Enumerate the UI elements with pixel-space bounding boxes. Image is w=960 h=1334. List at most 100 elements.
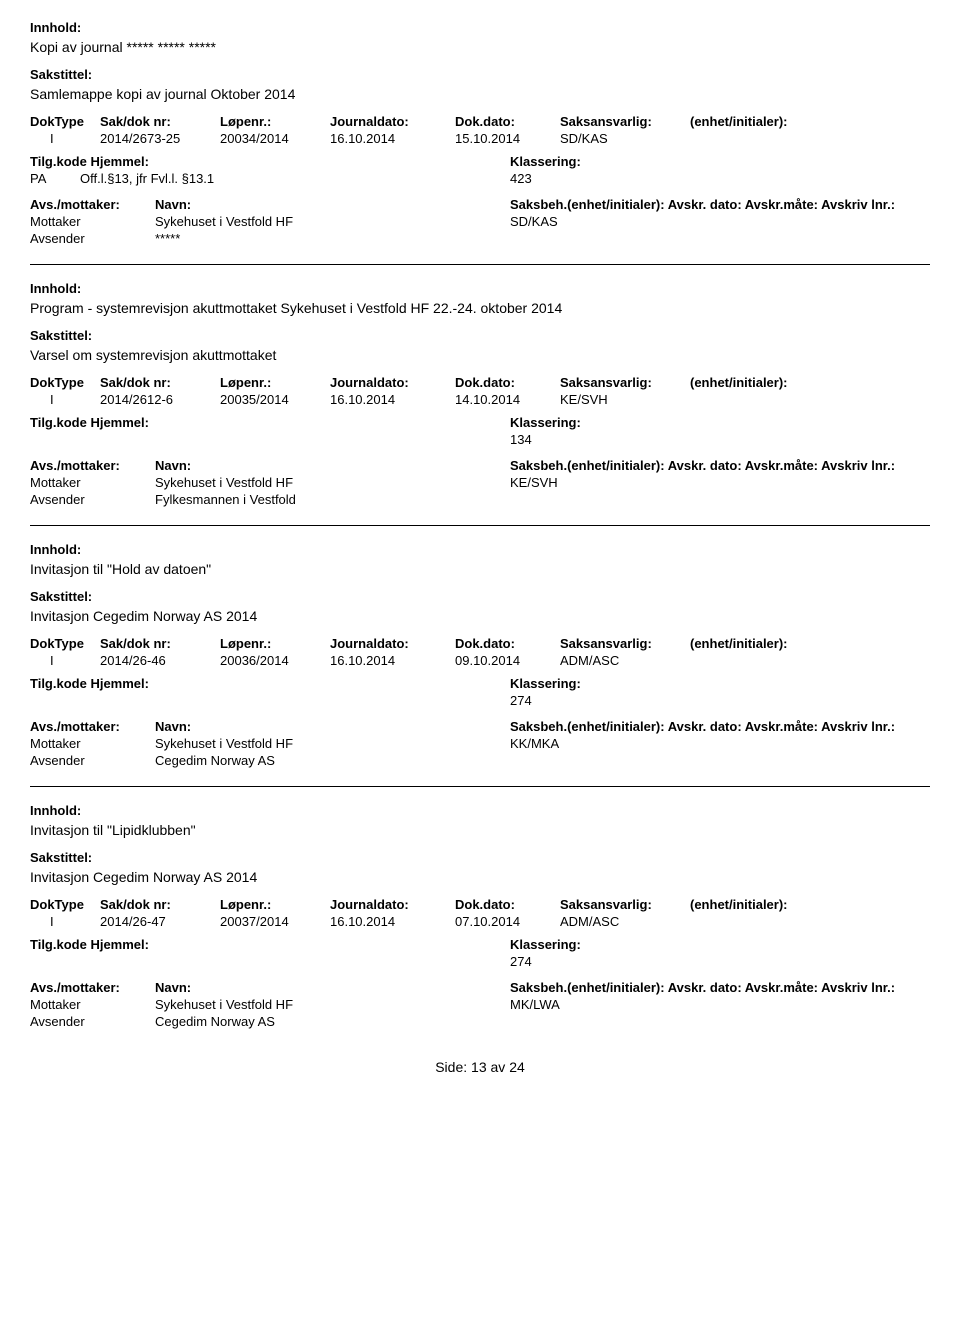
hdr-jdato: Journaldato: — [330, 636, 455, 651]
innhold-value: Invitasjon til "Hold av datoen" — [30, 561, 930, 577]
hdr-doktype: DokType — [30, 897, 100, 912]
meta-data-row: I 2014/2673-25 20034/2014 16.10.2014 15.… — [30, 131, 930, 146]
innhold-value: Invitasjon til "Lipidklubben" — [30, 822, 930, 838]
val-jdato: 16.10.2014 — [330, 653, 455, 668]
hdr-sakdok: Sak/dok nr: — [100, 897, 220, 912]
val-lopenr: 20036/2014 — [220, 653, 330, 668]
val-tilgkode — [30, 432, 80, 448]
avsender-row: Avsender Cegedim Norway AS — [30, 1014, 930, 1029]
tilg-header-row: Tilg.kode Hjemmel: Klassering: — [30, 937, 930, 952]
sakstittel-value: Invitasjon Cegedim Norway AS 2014 — [30, 608, 930, 624]
hdr-lopenr: Løpenr.: — [220, 636, 330, 651]
sakstittel-label: Sakstittel: — [30, 850, 930, 865]
meta-data-row: I 2014/26-47 20037/2014 16.10.2014 07.10… — [30, 914, 930, 929]
mottaker-role: Mottaker — [30, 997, 155, 1012]
sakstittel-label: Sakstittel: — [30, 589, 930, 604]
val-saks: ADM/ASC — [560, 914, 690, 929]
mottaker-role: Mottaker — [30, 214, 155, 229]
hjemmel-label: Hjemmel: — [90, 415, 149, 430]
val-tilgkode: PA — [30, 171, 80, 187]
val-enhet — [690, 131, 930, 146]
hdr-ddato: Dok.dato: — [455, 897, 560, 912]
avsender-row: Avsender Cegedim Norway AS — [30, 753, 930, 768]
val-ddato: 07.10.2014 — [455, 914, 560, 929]
mottaker-navn: Sykehuset i Vestfold HF — [155, 997, 510, 1012]
val-hjemmel — [80, 693, 510, 709]
hdr-jdato: Journaldato: — [330, 114, 455, 129]
mottaker-role: Mottaker — [30, 736, 155, 751]
avsmottaker-label: Avs./mottaker: — [30, 719, 155, 734]
tilgkode-label: Tilg.kode — [30, 676, 87, 691]
hdr-saks: Saksansvarlig: — [560, 114, 690, 129]
val-lopenr: 20035/2014 — [220, 392, 330, 407]
klassering-label: Klassering: — [510, 676, 581, 691]
meta-data-row: I 2014/2612-6 20035/2014 16.10.2014 14.1… — [30, 392, 930, 407]
hdr-saks: Saksansvarlig: — [560, 636, 690, 651]
val-klassering: 274 — [510, 954, 532, 970]
val-enhet — [690, 653, 930, 668]
navn-label: Navn: — [155, 458, 510, 473]
meta-data-row: I 2014/26-46 20036/2014 16.10.2014 09.10… — [30, 653, 930, 668]
meta-header-row: DokType Sak/dok nr: Løpenr.: Journaldato… — [30, 375, 930, 390]
journal-record: Innhold: Invitasjon til "Lipidklubben" S… — [30, 803, 930, 1029]
sakstittel-value: Samlemappe kopi av journal Oktober 2014 — [30, 86, 930, 102]
sakstittel-label: Sakstittel: — [30, 67, 930, 82]
hdr-sakdok: Sak/dok nr: — [100, 375, 220, 390]
page-current: 13 — [471, 1059, 487, 1075]
avsender-navn: Fylkesmannen i Vestfold — [155, 492, 510, 507]
hdr-sakdok: Sak/dok nr: — [100, 114, 220, 129]
hjemmel-label: Hjemmel: — [90, 937, 149, 952]
val-doktype: I — [30, 131, 100, 146]
hdr-lopenr: Løpenr.: — [220, 114, 330, 129]
val-doktype: I — [30, 914, 100, 929]
avs-header-row: Avs./mottaker: Navn: Saksbeh.(enhet/init… — [30, 719, 930, 734]
hdr-ddato: Dok.dato: — [455, 636, 560, 651]
meta-header-row: DokType Sak/dok nr: Løpenr.: Journaldato… — [30, 114, 930, 129]
tilg-data-row: 274 — [30, 693, 930, 709]
tilg-header-row: Tilg.kode Hjemmel: Klassering: — [30, 154, 930, 169]
hdr-doktype: DokType — [30, 114, 100, 129]
val-ddato: 15.10.2014 — [455, 131, 560, 146]
saksbeh-rest-label: Saksbeh.(enhet/initialer): Avskr. dato: … — [510, 458, 930, 473]
val-tilgkode — [30, 693, 80, 709]
innhold-label: Innhold: — [30, 542, 930, 557]
tilg-data-row: PA Off.l.§13, jfr Fvl.l. §13.1 423 — [30, 171, 930, 187]
sakstittel-value: Varsel om systemrevisjon akuttmottaket — [30, 347, 930, 363]
mottaker-saksb: KK/MKA — [510, 736, 559, 751]
hdr-lopenr: Løpenr.: — [220, 897, 330, 912]
hdr-doktype: DokType — [30, 636, 100, 651]
navn-label: Navn: — [155, 197, 510, 212]
val-hjemmel — [80, 954, 510, 970]
val-enhet — [690, 392, 930, 407]
journal-record: Innhold: Program - systemrevisjon akuttm… — [30, 281, 930, 507]
journal-record: Innhold: Invitasjon til "Hold av datoen"… — [30, 542, 930, 768]
val-saks: SD/KAS — [560, 131, 690, 146]
page-total: 24 — [509, 1059, 525, 1075]
record-separator — [30, 264, 930, 265]
val-sakdok: 2014/26-47 — [100, 914, 220, 929]
val-doktype: I — [30, 392, 100, 407]
tilgkode-label: Tilg.kode — [30, 154, 87, 169]
val-saks: KE/SVH — [560, 392, 690, 407]
val-ddato: 09.10.2014 — [455, 653, 560, 668]
avs-header-row: Avs./mottaker: Navn: Saksbeh.(enhet/init… — [30, 458, 930, 473]
avsender-role: Avsender — [30, 231, 155, 246]
tilg-header-row: Tilg.kode Hjemmel: Klassering: — [30, 415, 930, 430]
avsmottaker-label: Avs./mottaker: — [30, 980, 155, 995]
avsmottaker-label: Avs./mottaker: — [30, 458, 155, 473]
innhold-label: Innhold: — [30, 281, 930, 296]
meta-header-row: DokType Sak/dok nr: Løpenr.: Journaldato… — [30, 636, 930, 651]
mottaker-navn: Sykehuset i Vestfold HF — [155, 475, 510, 490]
val-tilgkode — [30, 954, 80, 970]
tilg-data-row: 274 — [30, 954, 930, 970]
mottaker-row: Mottaker Sykehuset i Vestfold HF KE/SVH — [30, 475, 930, 490]
innhold-label: Innhold: — [30, 20, 930, 35]
mottaker-saksb: SD/KAS — [510, 214, 558, 229]
saksbeh-rest-label: Saksbeh.(enhet/initialer): Avskr. dato: … — [510, 197, 930, 212]
val-klassering: 274 — [510, 693, 532, 709]
hdr-enhet: (enhet/initialer): — [690, 375, 930, 390]
sakstittel-label: Sakstittel: — [30, 328, 930, 343]
val-ddato: 14.10.2014 — [455, 392, 560, 407]
tilg-header-row: Tilg.kode Hjemmel: Klassering: — [30, 676, 930, 691]
val-hjemmel: Off.l.§13, jfr Fvl.l. §13.1 — [80, 171, 510, 187]
